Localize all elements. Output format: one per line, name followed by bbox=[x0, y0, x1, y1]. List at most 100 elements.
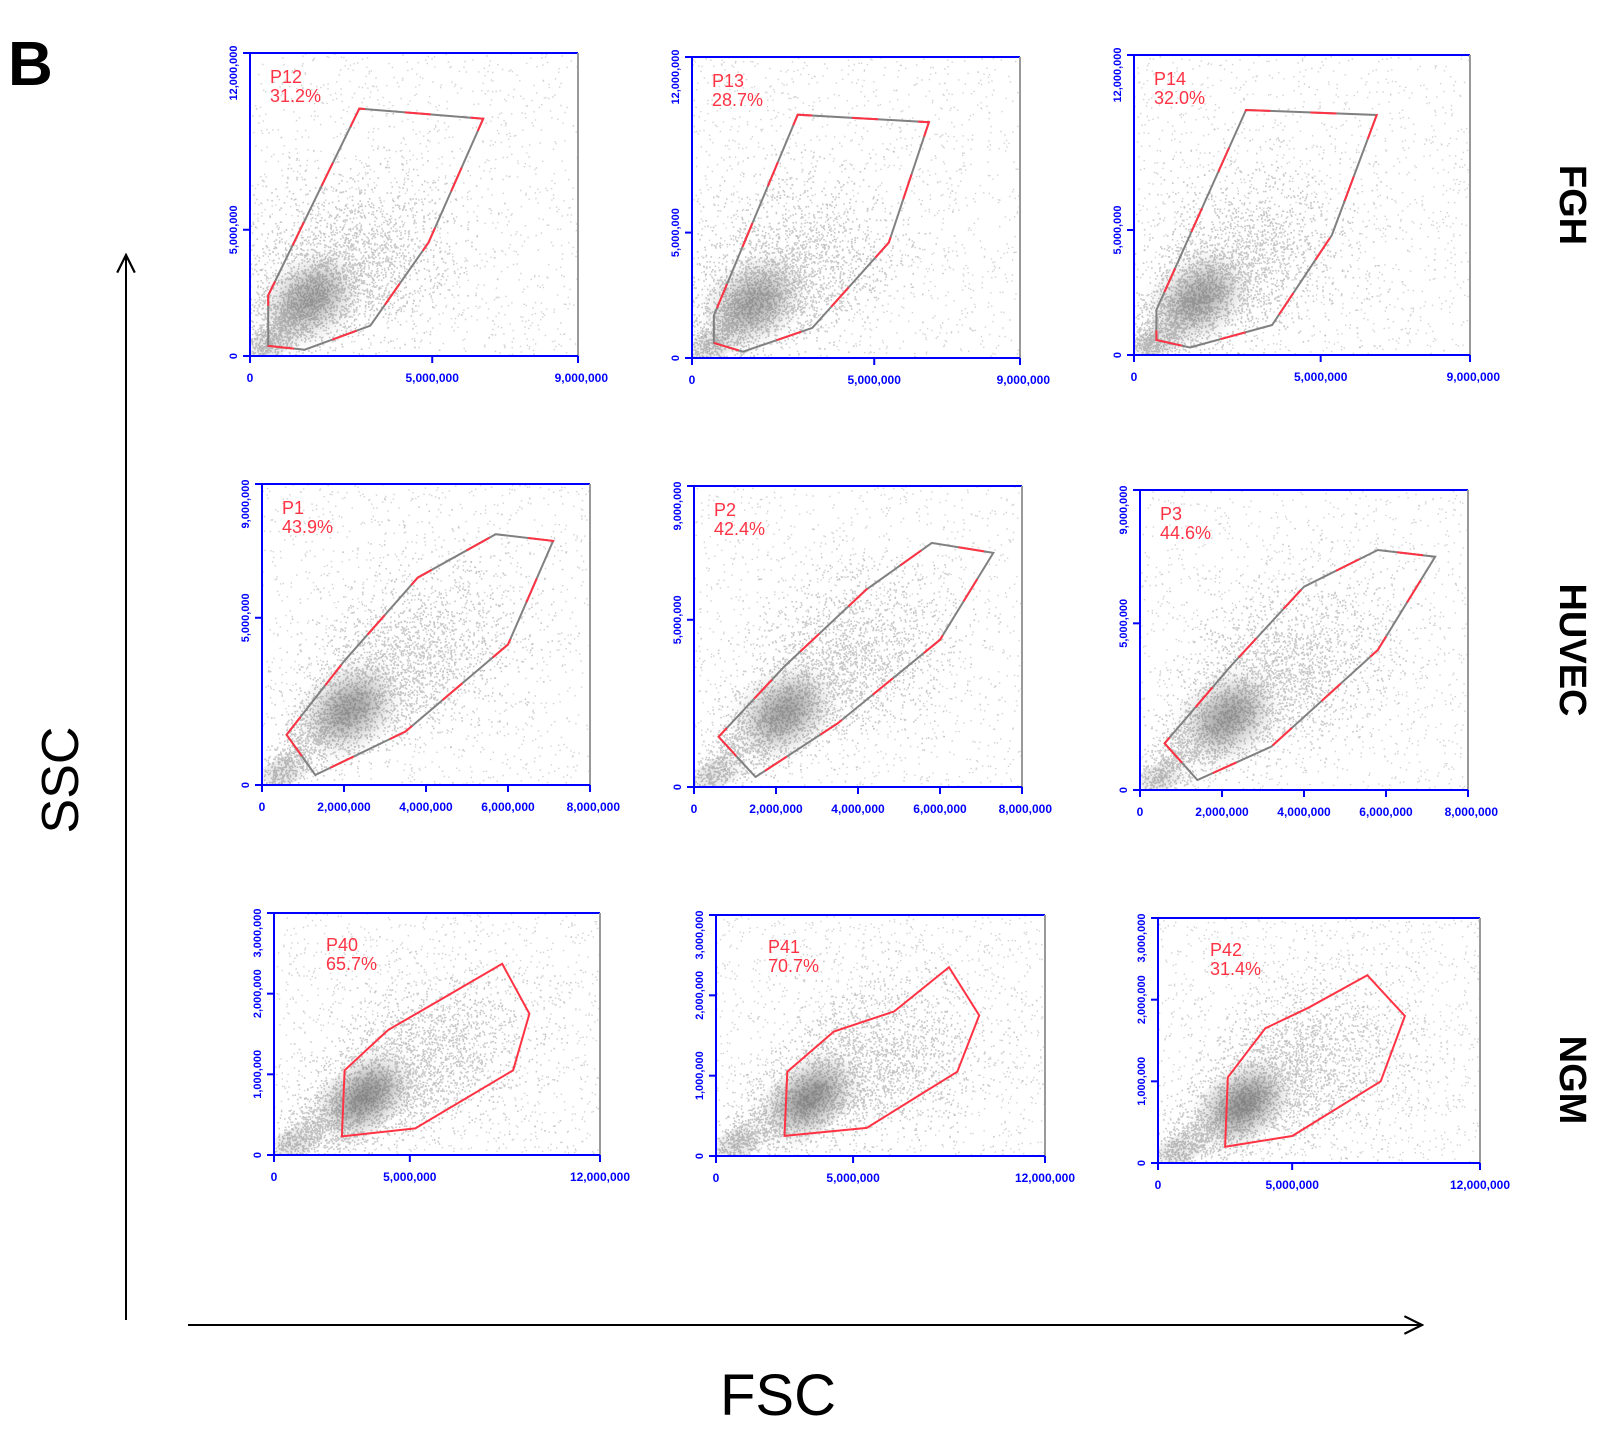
x-tick-label: 6,000,000 bbox=[913, 802, 967, 816]
x-tick-label: 2,000,000 bbox=[749, 802, 803, 816]
scatter-plot-p41: 0 5,000,000 12,000,000 0 1,000,000 2,000,000 3… bbox=[694, 911, 1075, 1185]
scatter-plot-p3: 0 2,000,000 4,000,000 6,000,000 8,000,000 0 5,… bbox=[1118, 486, 1498, 819]
gate-percentage: 42.4% bbox=[714, 519, 765, 539]
x-tick-label: 5,000,000 bbox=[406, 371, 460, 385]
y-tick-label: 1,000,000 bbox=[252, 1050, 264, 1099]
x-tick-label: 0 bbox=[691, 802, 698, 816]
x-tick-label: 4,000,000 bbox=[1277, 805, 1331, 819]
y-tick-label: 0 bbox=[670, 355, 682, 361]
event-density-cloud bbox=[250, 53, 578, 356]
gate-polygon bbox=[1224, 973, 1407, 1148]
y-tick-label: 2,000,000 bbox=[252, 969, 264, 1018]
x-tick-label: 2,000,000 bbox=[1195, 805, 1249, 819]
event-density-cloud bbox=[274, 913, 600, 1155]
panel-letter: B bbox=[8, 30, 53, 99]
y-tick-label: 9,000,000 bbox=[1118, 486, 1130, 535]
gate-polygon-highlight bbox=[1163, 548, 1437, 782]
event-density-cloud bbox=[1134, 55, 1470, 355]
x-tick-label: 12,000,000 bbox=[1015, 1171, 1075, 1185]
scatter-plot-p14: 0 5,000,000 9,000,000 0 5,000,000 12,000,000 P… bbox=[1112, 47, 1500, 384]
gate-percentage: 65.7% bbox=[326, 954, 377, 974]
gate-percentage: 32.0% bbox=[1154, 88, 1205, 108]
x-tick-label: 5,000,000 bbox=[383, 1170, 437, 1184]
y-tick-label: 5,000,000 bbox=[670, 208, 682, 257]
gate-name: P42 bbox=[1210, 940, 1242, 960]
x-tick-label: 0 bbox=[1137, 805, 1144, 819]
gate-polygon bbox=[783, 965, 981, 1138]
y-tick-label: 1,000,000 bbox=[1136, 1057, 1148, 1106]
x-tick-label: 9,000,000 bbox=[997, 373, 1051, 387]
y-tick-label: 0 bbox=[1118, 787, 1130, 793]
event-density-cloud bbox=[692, 57, 1020, 358]
y-tick-label: 12,000,000 bbox=[228, 45, 240, 100]
y-tick-label: 0 bbox=[694, 1153, 706, 1159]
gate-name: P3 bbox=[1160, 504, 1182, 524]
scatter-plot-p1: 0 2,000,000 4,000,000 6,000,000 8,000,000 0 5,… bbox=[240, 480, 620, 814]
x-tick-label: 0 bbox=[713, 1171, 720, 1185]
gate-name: P41 bbox=[768, 937, 800, 957]
y-tick-label: 0 bbox=[252, 1152, 264, 1158]
gate-percentage: 44.6% bbox=[1160, 523, 1211, 543]
event-density-cloud bbox=[716, 915, 1045, 1156]
gate-name: P14 bbox=[1154, 69, 1186, 89]
y-tick-label: 0 bbox=[1136, 1160, 1148, 1166]
event-density-cloud bbox=[1158, 918, 1480, 1163]
scatter-plot-p12: 0 5,000,000 9,000,000 0 5,000,000 12,000,000 P… bbox=[228, 45, 609, 385]
gate-name: P12 bbox=[270, 67, 302, 87]
x-tick-label: 8,000,000 bbox=[999, 802, 1053, 816]
y-tick-label: 0 bbox=[240, 782, 252, 788]
y-tick-label: 9,000,000 bbox=[240, 480, 252, 529]
y-tick-label: 1,000,000 bbox=[694, 1051, 706, 1100]
gate-polygon-highlight bbox=[285, 533, 555, 777]
x-tick-label: 6,000,000 bbox=[1359, 805, 1413, 819]
gate-polygon-highlight bbox=[267, 107, 485, 351]
x-tick-label: 2,000,000 bbox=[317, 800, 371, 814]
gate-name: P2 bbox=[714, 500, 736, 520]
gate-name: P1 bbox=[282, 498, 304, 518]
x-tick-label: 0 bbox=[1131, 370, 1138, 384]
y-tick-label: 3,000,000 bbox=[252, 909, 264, 958]
scatter-plot-p13: 0 5,000,000 9,000,000 0 5,000,000 12,000,000 P… bbox=[670, 49, 1051, 387]
x-tick-label: 0 bbox=[1155, 1178, 1162, 1192]
gate-percentage: 31.4% bbox=[1210, 959, 1261, 979]
x-tick-label: 9,000,000 bbox=[555, 371, 609, 385]
gate-percentage: 70.7% bbox=[768, 956, 819, 976]
x-tick-label: 5,000,000 bbox=[1294, 370, 1348, 384]
y-tick-label: 5,000,000 bbox=[240, 593, 252, 642]
x-tick-label: 5,000,000 bbox=[1266, 1178, 1320, 1192]
scatter-plot-p40: 0 5,000,000 12,000,000 0 1,000,000 2,000,000 3… bbox=[252, 909, 630, 1184]
gate-polygon-highlight bbox=[712, 113, 931, 353]
gate-polygon-highlight bbox=[717, 541, 995, 779]
x-tick-label: 0 bbox=[271, 1170, 278, 1184]
x-tick-label: 0 bbox=[259, 800, 266, 814]
gate-percentage: 31.2% bbox=[270, 86, 321, 106]
y-tick-label: 9,000,000 bbox=[672, 482, 684, 531]
x-tick-label: 12,000,000 bbox=[1450, 1178, 1510, 1192]
event-density-cloud bbox=[694, 486, 1022, 787]
x-tick-label: 5,000,000 bbox=[848, 373, 902, 387]
x-axis-label: FSC bbox=[720, 1363, 836, 1428]
y-tick-label: 5,000,000 bbox=[672, 595, 684, 644]
x-tick-label: 0 bbox=[689, 373, 696, 387]
x-tick-label: 12,000,000 bbox=[570, 1170, 630, 1184]
y-axis-label: SSC bbox=[32, 727, 90, 834]
row-label-ngm: NGM bbox=[1551, 1036, 1593, 1125]
y-tick-label: 0 bbox=[228, 353, 240, 359]
gate-percentage: 43.9% bbox=[282, 517, 333, 537]
event-density-cloud bbox=[1140, 490, 1468, 790]
y-tick-label: 3,000,000 bbox=[694, 911, 706, 960]
gate-name: P40 bbox=[326, 935, 358, 955]
y-tick-label: 12,000,000 bbox=[670, 49, 682, 104]
y-tick-label: 5,000,000 bbox=[228, 205, 240, 254]
y-tick-label: 5,000,000 bbox=[1118, 599, 1130, 648]
gate-polygon-highlight bbox=[1155, 108, 1379, 349]
gate-polygon bbox=[340, 962, 531, 1138]
x-tick-label: 8,000,000 bbox=[1445, 805, 1499, 819]
x-tick-label: 4,000,000 bbox=[399, 800, 453, 814]
x-tick-label: 8,000,000 bbox=[567, 800, 621, 814]
row-label-fgh: FGH bbox=[1551, 165, 1593, 245]
y-tick-label: 2,000,000 bbox=[1136, 975, 1148, 1024]
x-tick-label: 4,000,000 bbox=[831, 802, 885, 816]
gate-percentage: 28.7% bbox=[712, 90, 763, 110]
